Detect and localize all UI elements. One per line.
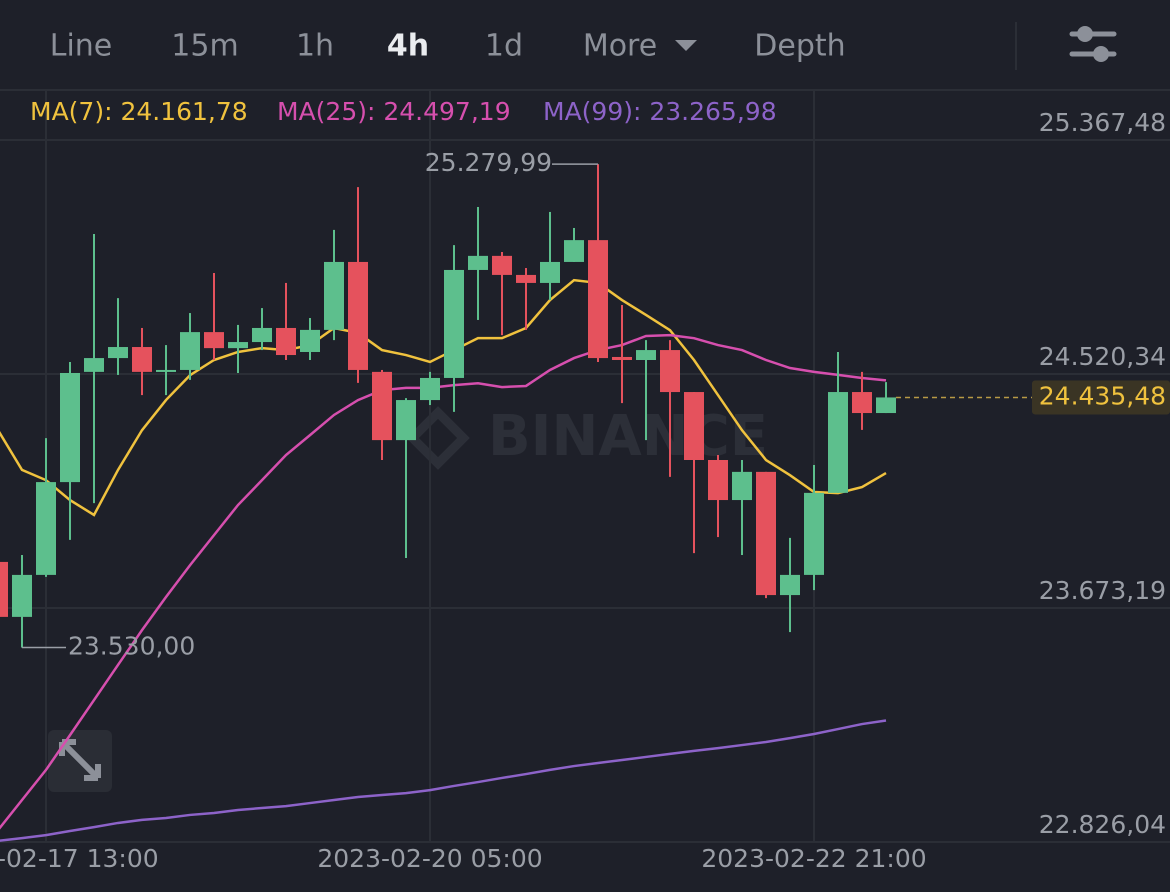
expand-button[interactable] [48, 730, 112, 792]
settings-knob [1077, 26, 1093, 42]
candle-body [396, 400, 416, 441]
ma-line [0, 719, 887, 842]
tab[interactable]: More [583, 29, 657, 64]
ma-line [0, 278, 887, 517]
tab[interactable]: 15m [171, 29, 238, 64]
candle-body [36, 482, 56, 575]
settings-knob [1093, 46, 1109, 62]
candle-body [468, 255, 488, 270]
candle-body [612, 356, 632, 361]
candle-body [180, 332, 200, 370]
candle-body [252, 327, 272, 343]
candle-body [852, 392, 872, 414]
max-label: 25.279,99 [425, 148, 552, 177]
candle-body [540, 261, 560, 283]
candle-body [324, 261, 344, 330]
candle-body [204, 332, 224, 349]
watermark: BINANCE [406, 404, 768, 470]
candle-body [132, 347, 152, 372]
x-tick-label: 2023-02-20 05:00 [317, 844, 542, 873]
ma-line [0, 333, 887, 830]
tab[interactable]: 1h [296, 29, 334, 64]
candle-body [108, 347, 128, 359]
candle-body [276, 327, 296, 356]
candle-body [804, 492, 824, 575]
tab[interactable]: Depth [754, 29, 845, 64]
ma-label: MA(25): 24.497,19 [277, 97, 511, 126]
candle-body [84, 358, 104, 372]
candle-body [564, 240, 584, 262]
y-tick-label: 24.520,34 [1039, 342, 1166, 371]
min-label: 23.530,00 [68, 632, 195, 661]
ma-label: MA(99): 23.265,98 [543, 97, 777, 126]
y-tick-label: 22.826,04 [1039, 810, 1166, 839]
candle-body [60, 372, 80, 483]
candle-body [732, 471, 752, 501]
expand-arrow [59, 739, 101, 781]
candle-body [516, 274, 536, 283]
candle-body [660, 350, 680, 393]
tab[interactable]: 4h [387, 29, 429, 64]
candle-body [156, 369, 176, 372]
candle-body [492, 255, 512, 275]
candle-body [228, 342, 248, 349]
candle-body [348, 261, 368, 370]
candle-body [300, 329, 320, 352]
candle-body [588, 240, 608, 359]
candle-body [420, 377, 440, 401]
y-tick-label: 25.367,48 [1039, 108, 1166, 137]
x-tick-label: 2023-02-22 21:00 [701, 844, 926, 873]
candle-body [444, 269, 464, 378]
y-tick-label: 23.673,19 [1039, 576, 1166, 605]
candle-body [372, 371, 392, 441]
tab[interactable]: 1d [485, 29, 523, 64]
candle-body [876, 397, 896, 414]
candle-body [0, 561, 8, 617]
last-price-label: 24.435,48 [1039, 381, 1166, 410]
candle-body [780, 574, 800, 596]
last-price-box [1032, 380, 1170, 415]
ma-label: MA(7): 24.161,78 [30, 97, 248, 126]
candle-body [12, 574, 32, 617]
dropdown-caret [675, 40, 697, 51]
candle-body [828, 392, 848, 493]
candle-body [708, 459, 728, 501]
candle-body [636, 350, 656, 361]
candle-body [684, 392, 704, 460]
watermark-logo [406, 406, 470, 470]
x-tick-label: 2023-02-17 13:00 [0, 844, 159, 873]
tab[interactable]: Line [50, 29, 113, 64]
candle-body [756, 471, 776, 596]
watermark-text: BINANCE [488, 404, 768, 469]
settings-icon[interactable] [1069, 26, 1117, 62]
